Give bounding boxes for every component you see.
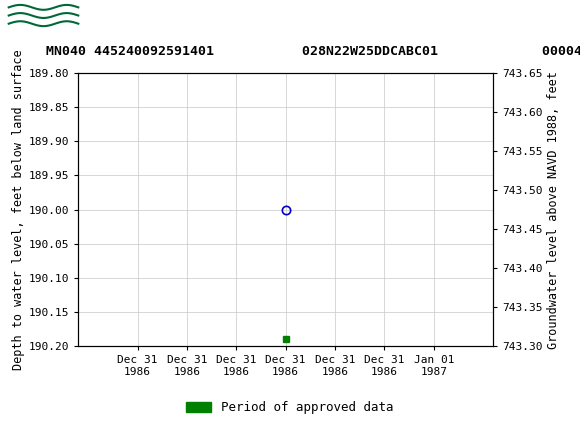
Text: USGS: USGS	[90, 11, 150, 30]
Y-axis label: Groundwater level above NAVD 1988, feet: Groundwater level above NAVD 1988, feet	[547, 71, 560, 349]
Bar	[9, 6, 78, 35]
Y-axis label: Depth to water level, feet below land surface: Depth to water level, feet below land su…	[12, 49, 24, 370]
Text: MN040 445240092591401           028N22W25DDCABC01             0000427880: MN040 445240092591401 028N22W25DDCABC01 …	[46, 45, 580, 58]
Legend: Period of approved data: Period of approved data	[181, 396, 399, 419]
